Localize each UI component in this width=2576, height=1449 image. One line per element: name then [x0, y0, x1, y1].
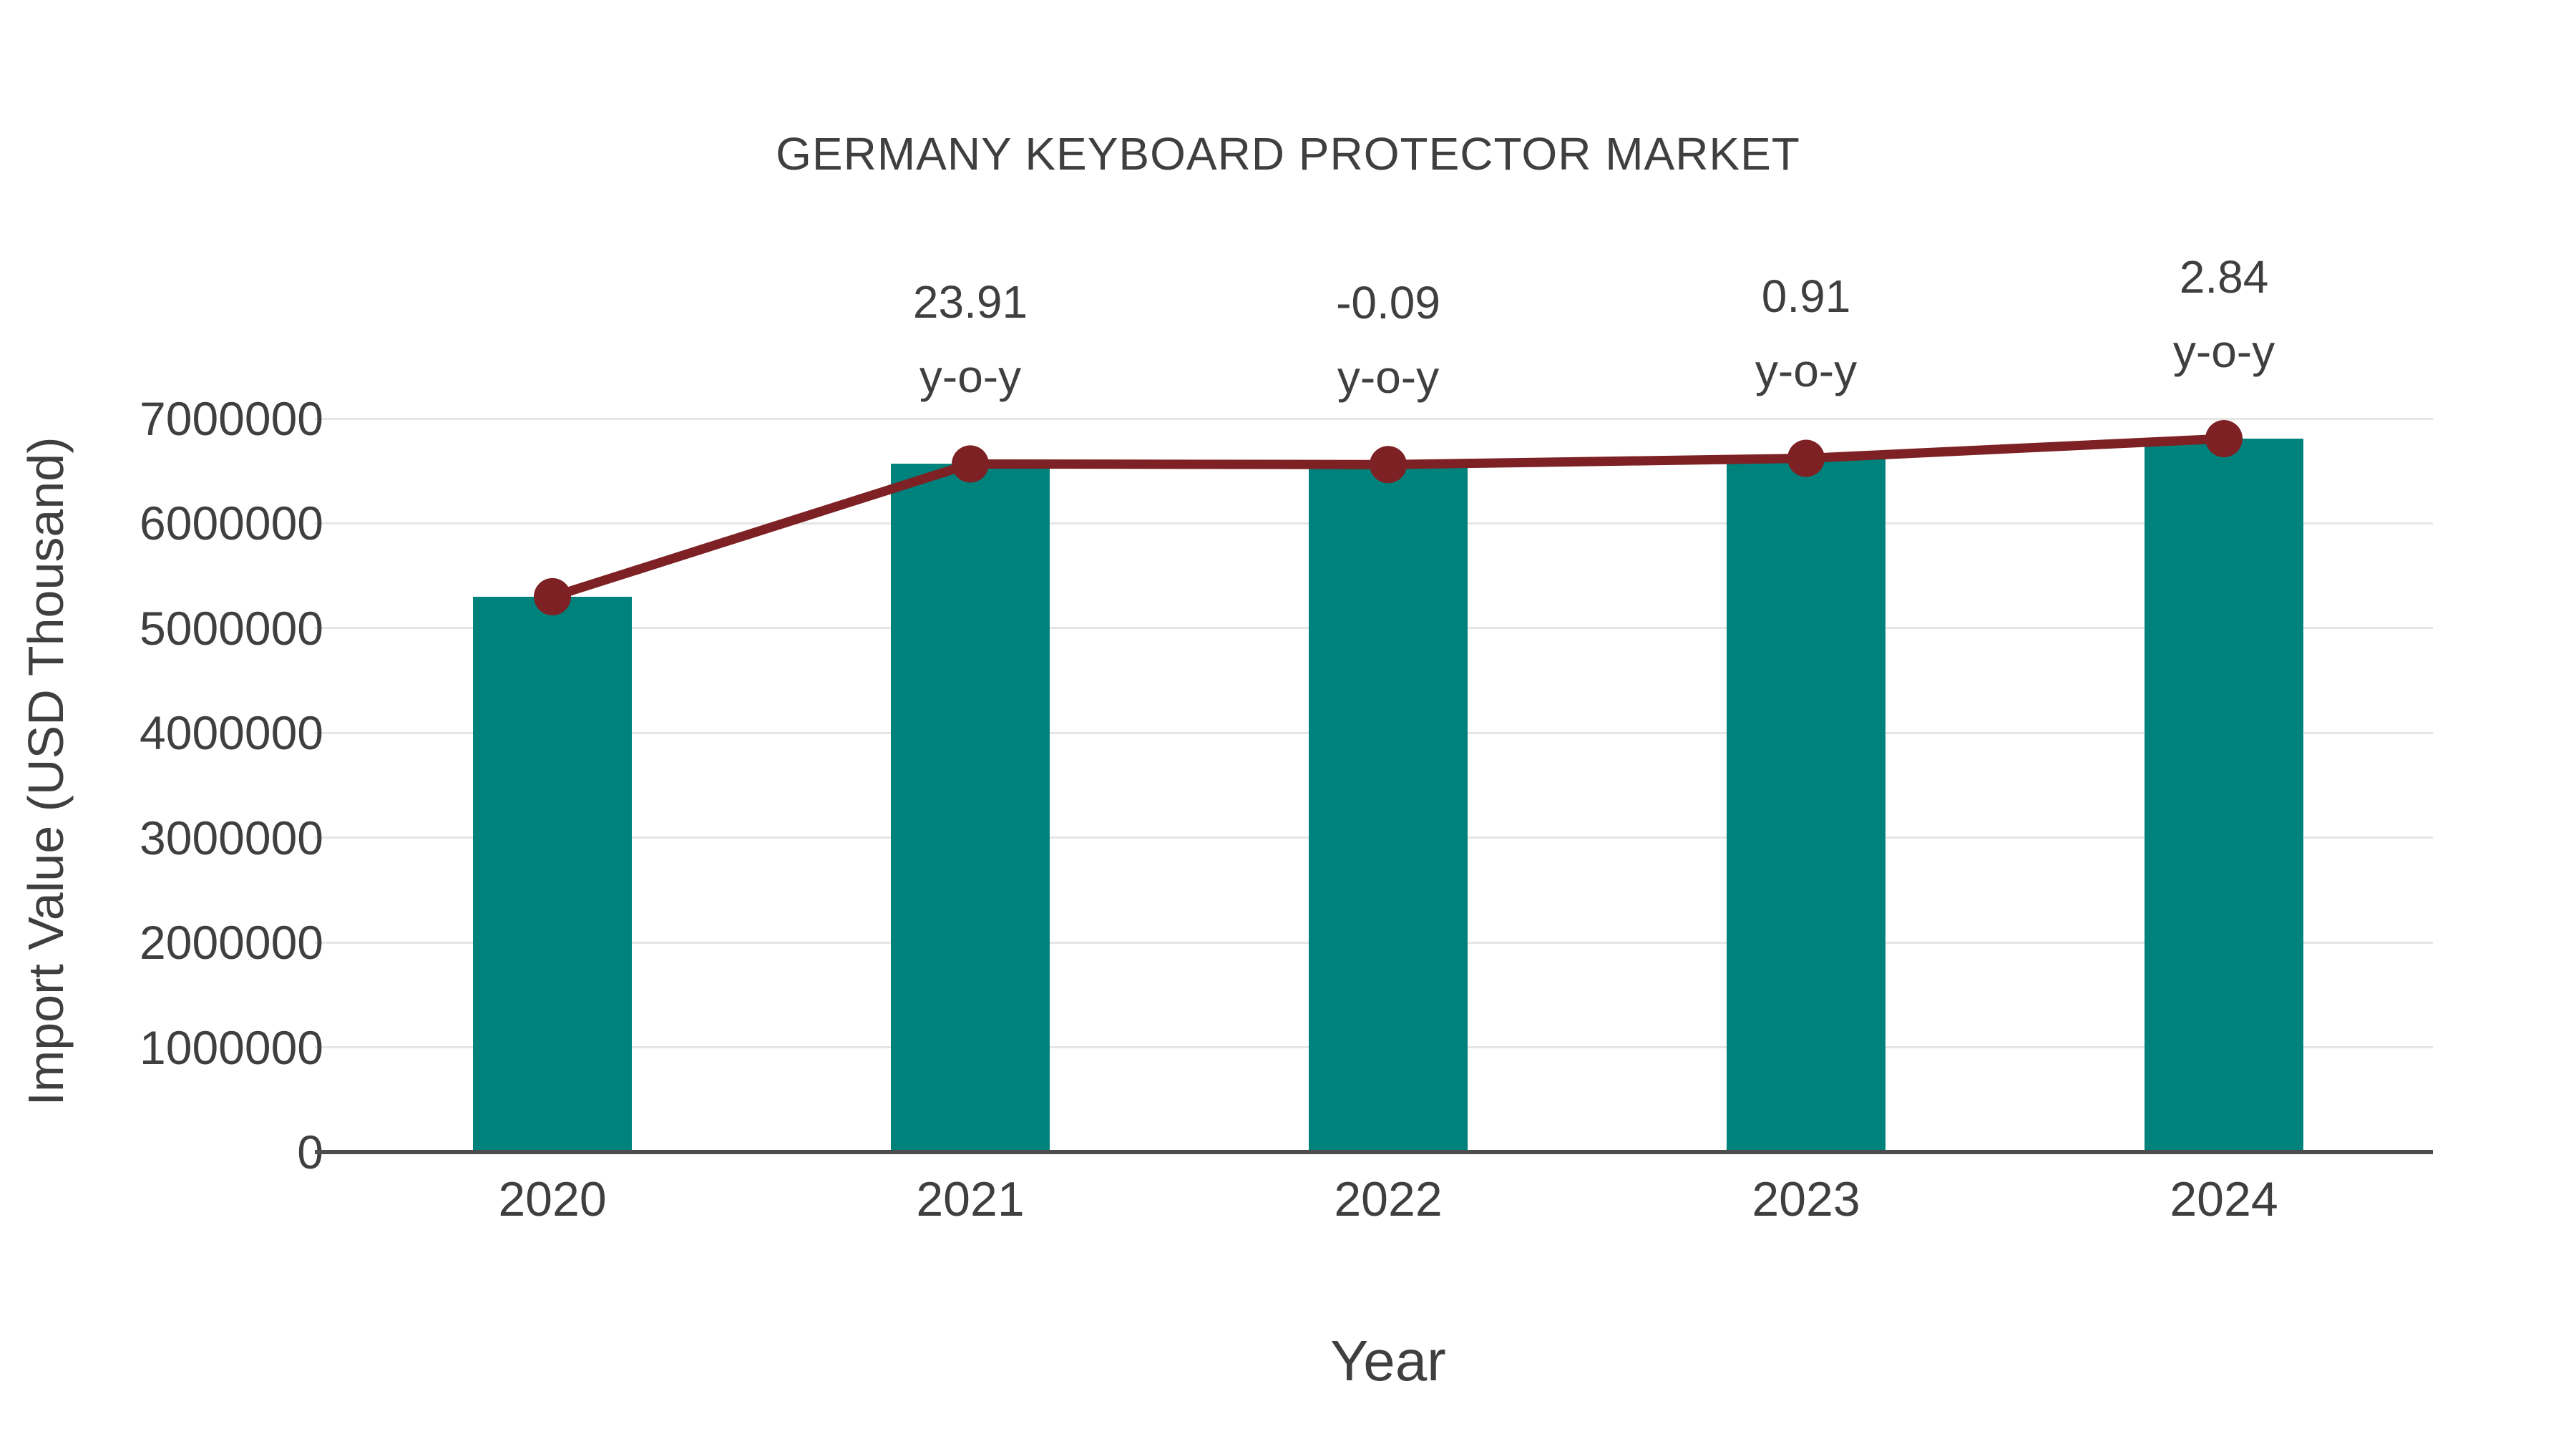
- y-tick-label-5000000: 5000000: [140, 601, 323, 655]
- bar-2024: [2145, 438, 2303, 1152]
- trend-marker-2022: [1370, 446, 1407, 484]
- yoy-suffix-2022: y-o-y: [1337, 351, 1440, 404]
- yoy-suffix-2021: y-o-y: [919, 351, 1022, 403]
- y-tick-label-4000000: 4000000: [140, 706, 323, 760]
- y-tick-label-1000000: 1000000: [140, 1020, 323, 1074]
- chart-title: GERMANY KEYBOARD PROTECTOR MARKET: [776, 128, 1800, 180]
- y-tick-label-3000000: 3000000: [140, 811, 323, 864]
- yoy-suffix-2023: y-o-y: [1755, 345, 1858, 397]
- bar-2020: [473, 596, 632, 1152]
- y-tick-label-7000000: 7000000: [140, 392, 323, 445]
- y-tick-label-2000000: 2000000: [140, 916, 323, 970]
- yoy-annotation-2021: 23.91 y-o-y: [913, 265, 1028, 414]
- y-tick-label-6000000: 6000000: [140, 497, 323, 550]
- x-tick-label-2023: 2023: [1752, 1172, 1860, 1226]
- yoy-value-2024: 2.84: [2179, 250, 2269, 303]
- x-tick-label-2024: 2024: [2170, 1172, 2278, 1226]
- yoy-value-2022: -0.09: [1336, 277, 1440, 329]
- gridline-y-7000000: [315, 417, 2433, 420]
- yoy-annotation-2023: 0.91 y-o-y: [1755, 259, 1857, 408]
- yoy-suffix-2024: y-o-y: [2172, 325, 2275, 377]
- x-tick-label-2021: 2021: [916, 1172, 1025, 1226]
- bar-2023: [1727, 458, 1885, 1152]
- yoy-value-2023: 0.91: [1761, 270, 1851, 323]
- x-axis-title: Year: [1330, 1329, 1446, 1392]
- x-tick-label-2022: 2022: [1334, 1172, 1443, 1226]
- trend-marker-2024: [2205, 419, 2243, 457]
- bar-2021: [891, 464, 1050, 1152]
- trend-marker-2021: [952, 445, 989, 483]
- bar-2022: [1309, 464, 1468, 1152]
- trend-marker-2023: [1787, 439, 1825, 477]
- yoy-annotation-2024: 2.84 y-o-y: [2173, 240, 2275, 389]
- yoy-annotation-2022: -0.09 y-o-y: [1336, 265, 1440, 414]
- trend-marker-2020: [534, 577, 571, 615]
- x-axis-line: [315, 1150, 2433, 1154]
- yoy-value-2021: 23.91: [912, 276, 1028, 328]
- x-tick-label-2020: 2020: [498, 1172, 607, 1226]
